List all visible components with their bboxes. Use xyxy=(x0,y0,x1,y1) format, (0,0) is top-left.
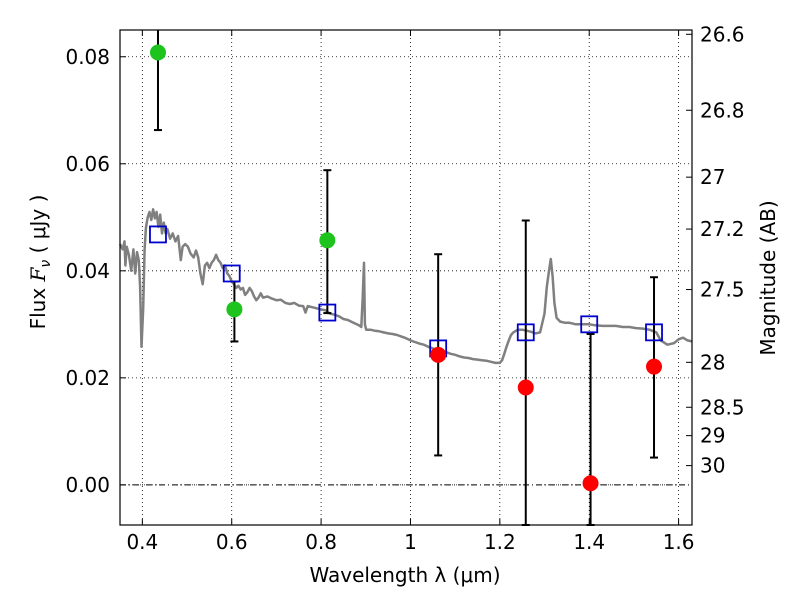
x-tick-label: 0.6 xyxy=(216,530,248,554)
model-band-marker xyxy=(318,303,337,322)
y2-tick-label: 26.6 xyxy=(700,22,745,46)
detection-point xyxy=(319,232,336,249)
y2-tick-label: 27 xyxy=(700,165,725,189)
y-tick-label: 0.06 xyxy=(65,152,110,176)
photometry-points xyxy=(149,44,663,492)
y-axis-label-prefix: Flux xyxy=(26,281,50,329)
y-tick-label: 0.02 xyxy=(65,366,110,390)
y-tick-label: 0.08 xyxy=(65,45,110,69)
y-tick-label: 0.04 xyxy=(65,259,110,283)
model-band-marker xyxy=(516,323,535,342)
x-tick-label: 1 xyxy=(404,530,417,554)
y-axis-label-symbol: F xyxy=(26,266,50,282)
model-band-markers xyxy=(149,225,663,358)
y-axis-label: Flux Fν ( μJy ) xyxy=(26,195,54,330)
x-axis-label: Wavelength λ (μm) xyxy=(309,563,500,587)
y-axis-label-subscript: ν xyxy=(38,260,54,268)
y-axis-label-unit: ( μJy ) xyxy=(26,195,50,260)
model-band-marker xyxy=(580,315,599,334)
detection-point xyxy=(149,44,166,61)
x-tick-label: 0.8 xyxy=(305,530,337,554)
y-tick-label: 0.00 xyxy=(65,473,110,497)
x-tick-label: 1.6 xyxy=(663,530,695,554)
secondary-y-axis-label: Magnitude (AB) xyxy=(756,200,780,355)
detection-point xyxy=(226,301,243,318)
y2-tick-label: 30 xyxy=(700,454,725,478)
upper-limit-point xyxy=(430,346,447,363)
model-band-marker xyxy=(149,225,167,244)
y2-tick-label: 28 xyxy=(700,350,725,374)
x-tick-label: 1.2 xyxy=(484,530,516,554)
upper-limit-point xyxy=(582,475,599,492)
plot-frame xyxy=(119,29,693,526)
x-tick-label: 1.4 xyxy=(573,530,605,554)
y2-tick-label: 27.2 xyxy=(700,217,745,241)
upper-limit-point xyxy=(517,379,534,396)
y2-tick-label: 28.5 xyxy=(700,395,745,419)
y2-tick-label: 27.5 xyxy=(700,278,745,302)
model-band-marker xyxy=(645,323,663,342)
model-band-marker xyxy=(222,264,241,283)
x-tick-label: 0.4 xyxy=(126,530,158,554)
upper-limit-point xyxy=(646,358,663,375)
axis-ticks: 0.4 0.6 0.8 1 1.2 1.4 1.6 0.00 0.02 0.04 0.06 0.08 2… xyxy=(65,22,744,554)
y2-tick-label: 29 xyxy=(700,424,725,448)
y2-tick-label: 26.8 xyxy=(700,98,745,122)
